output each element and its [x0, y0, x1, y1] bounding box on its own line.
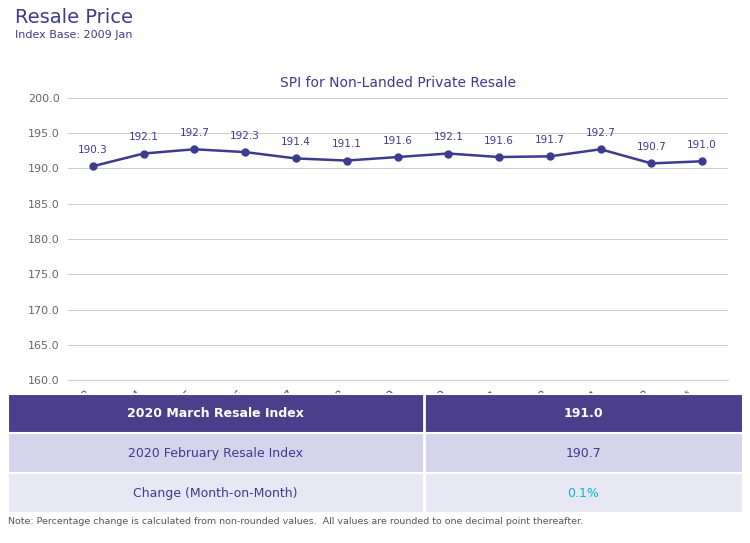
Text: 192.3: 192.3 [230, 131, 260, 141]
Text: 191.0: 191.0 [563, 407, 603, 420]
Text: Change (Month-on-Month): Change (Month-on-Month) [134, 487, 298, 500]
Text: 191.6: 191.6 [484, 136, 514, 146]
Text: Note: Percentage change is calculated from non-rounded values.  All values are r: Note: Percentage change is calculated fr… [8, 517, 583, 527]
Text: 191.4: 191.4 [281, 137, 311, 147]
Text: 190.3: 190.3 [78, 145, 108, 155]
Text: Index Base: 2009 Jan: Index Base: 2009 Jan [15, 30, 133, 40]
Title: SPI for Non-Landed Private Resale: SPI for Non-Landed Private Resale [280, 75, 515, 90]
Text: 2020 February Resale Index: 2020 February Resale Index [128, 447, 303, 460]
Text: 2020 March Resale Index: 2020 March Resale Index [128, 407, 304, 420]
Text: 191.6: 191.6 [382, 136, 412, 146]
Text: 191.7: 191.7 [535, 135, 565, 145]
Text: 191.1: 191.1 [332, 140, 362, 149]
Text: 0.1%: 0.1% [567, 487, 599, 500]
Text: 190.7: 190.7 [637, 142, 666, 152]
Text: 191.0: 191.0 [687, 140, 717, 150]
Text: 192.7: 192.7 [586, 128, 616, 138]
Text: 192.1: 192.1 [129, 132, 158, 142]
Text: 192.7: 192.7 [179, 128, 209, 138]
Text: 192.1: 192.1 [433, 132, 464, 142]
Text: 190.7: 190.7 [566, 447, 601, 460]
Text: Resale Price: Resale Price [15, 8, 133, 27]
